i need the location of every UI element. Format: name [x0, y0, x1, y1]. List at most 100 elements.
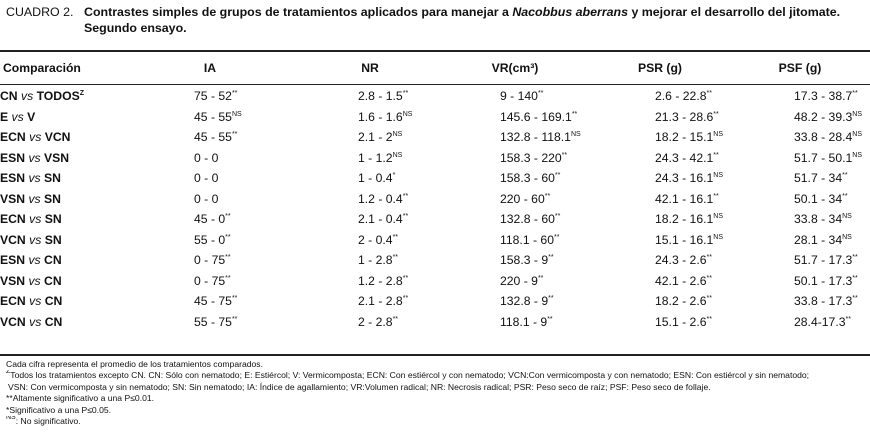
value-range: 33.8 - 34 — [794, 212, 843, 227]
significance-marker: NS — [713, 131, 724, 139]
value-cell: 24.3 - 2.6** — [590, 250, 730, 271]
value-range: 42.1 - 2.6 — [655, 273, 707, 288]
table-row: VCN vs SN 55 - 0** 2 - 0.4** 118.1 - 60** 15… — [0, 230, 870, 251]
group-a: ECN — [0, 212, 26, 227]
significance-marker: ** — [402, 192, 409, 200]
vs-label: vs — [28, 171, 41, 186]
value-range: 2.6 - 22.8 — [655, 89, 707, 104]
value-range: 1.2 - 2.8 — [358, 273, 403, 288]
significance-marker: ** — [392, 254, 399, 262]
header-rule — [0, 84, 870, 85]
significance-marker: ** — [225, 233, 231, 241]
bottom-rule — [0, 354, 870, 356]
value-cell: 118.1 - 9** — [440, 312, 590, 333]
column-header: PSF (g) — [778, 61, 822, 75]
value-cell: 2.6 - 22.8** — [590, 86, 730, 107]
significance-marker: ** — [231, 295, 238, 303]
comparison-cell: E vs V — [0, 107, 120, 128]
value-cell: 118.1 - 60** — [440, 230, 590, 251]
value-range: 28.4-17.3 — [794, 314, 846, 329]
footnote: NS: No significativo. — [6, 416, 81, 427]
value-cell: 0 - 0 — [120, 148, 300, 169]
significance-marker: ** — [706, 90, 712, 98]
group-b: CN — [44, 273, 62, 288]
group-a: ECN — [0, 294, 26, 309]
significance-marker: ** — [852, 90, 858, 98]
comparison-cell: VCN vs CN — [0, 312, 120, 333]
table-body: CN vs TODOSZ 75 - 52** 2.8 - 1.5** 9 - 140*… — [0, 86, 870, 332]
significance-marker: ** — [852, 274, 858, 282]
value-cell: 18.2 - 2.6** — [590, 291, 730, 312]
significance-marker: NS — [842, 213, 852, 221]
table-row: ESN vs CN 0 - 75** 1 - 2.8** 158.3 - 9** 24.… — [0, 250, 870, 271]
value-range: 158.3 - 60 — [500, 171, 555, 186]
table-row: ECN vs CN 45 - 75** 2.1 - 2.8** 132.8 - 9**… — [0, 291, 870, 312]
significance-marker: NS — [852, 151, 863, 159]
significance-marker: ** — [852, 295, 858, 303]
caption-species: Nacobbus aberrans — [512, 5, 628, 19]
vs-label: vs — [28, 191, 41, 206]
value-cell: 9 - 140** — [440, 86, 590, 107]
value-cell: 0 - 0 — [120, 189, 300, 210]
value-range: 48.2 - 39.3 — [794, 109, 853, 124]
value-cell: 50.1 - 34** — [730, 189, 870, 210]
value-cell: 0 - 75** — [120, 250, 300, 271]
significance-marker: ** — [852, 254, 858, 262]
value-cell: 0 - 75** — [120, 271, 300, 292]
significance-marker: ** — [842, 172, 848, 180]
footnote: ZTodos los tratamientos excepto CN. CN: … — [6, 370, 810, 381]
table-row: ECN vs VCN 45 - 55** 2.1 - 2NS 132.8 - 118.… — [0, 127, 870, 148]
group-b: CN — [44, 253, 62, 268]
value-cell: 2 - 2.8** — [300, 312, 440, 333]
significance-marker: ** — [713, 110, 719, 118]
value-cell: 21.3 - 28.6** — [590, 107, 730, 128]
column-header: IA — [203, 61, 217, 75]
value-range: 0 - 0 — [194, 191, 219, 206]
caption-label: CUADRO 2. — [6, 5, 74, 19]
value-cell: 45 - 55NS — [120, 107, 300, 128]
significance-marker: ** — [706, 315, 712, 323]
value-range: 50.1 - 17.3 — [794, 273, 853, 288]
value-cell: 2.1 - 2.8** — [300, 291, 440, 312]
value-range: 132.8 - 60 — [500, 212, 555, 227]
group-a: ESN — [0, 171, 26, 186]
value-range: 118.1 - 9 — [500, 314, 548, 329]
comparison-cell: VSN vs SN — [0, 189, 120, 210]
significance-marker: ** — [392, 233, 399, 241]
value-range: 51.7 - 17.3 — [794, 253, 853, 268]
significance-marker: ** — [547, 315, 553, 323]
table-caption: CUADRO 2. Contrastes simples de grupos de… — [6, 4, 864, 36]
column-header: VR(cm³) — [491, 61, 539, 75]
value-cell: 17.3 - 38.7** — [730, 86, 870, 107]
value-cell: 45 - 0** — [120, 209, 300, 230]
group-a: VCN — [0, 314, 26, 329]
significance-marker: ** — [402, 295, 409, 303]
comparison-cell: ESN vs CN — [0, 250, 120, 271]
value-cell: 158.3 - 220** — [440, 148, 590, 169]
value-cell: 1.2 - 2.8** — [300, 271, 440, 292]
value-range: 132.8 - 9 — [500, 294, 549, 309]
value-range: 1 - 2.8 — [358, 253, 393, 268]
table-row: VSN vs CN 0 - 75** 1.2 - 2.8** 220 - 9** 42.… — [0, 271, 870, 292]
group-b-marker: Z — [79, 90, 84, 98]
value-cell: 220 - 60** — [440, 189, 590, 210]
value-range: 21.3 - 28.6 — [655, 109, 714, 124]
value-range: 2 - 2.8 — [358, 314, 393, 329]
vs-label: vs — [28, 150, 41, 165]
value-range: 220 - 9 — [500, 273, 538, 288]
value-cell: 1 - 1.2NS — [300, 148, 440, 169]
significance-marker: NS — [392, 151, 403, 159]
significance-marker: NS — [392, 131, 403, 139]
footnote: Cada cifra representa el promedio de los… — [6, 359, 263, 369]
value-range: 24.3 - 16.1 — [655, 171, 714, 186]
group-a: VSN — [0, 191, 26, 206]
value-cell: 51.7 - 34** — [730, 168, 870, 189]
value-range: 9 - 140 — [500, 89, 538, 104]
vs-label: vs — [29, 232, 42, 247]
value-cell: 42.1 - 16.1** — [590, 189, 730, 210]
group-a: VCN — [0, 232, 26, 247]
value-range: 24.3 - 42.1 — [655, 150, 714, 165]
significance-marker: * — [392, 172, 396, 180]
vs-label: vs — [29, 314, 42, 329]
value-cell: 145.6 - 169.1** — [440, 107, 590, 128]
